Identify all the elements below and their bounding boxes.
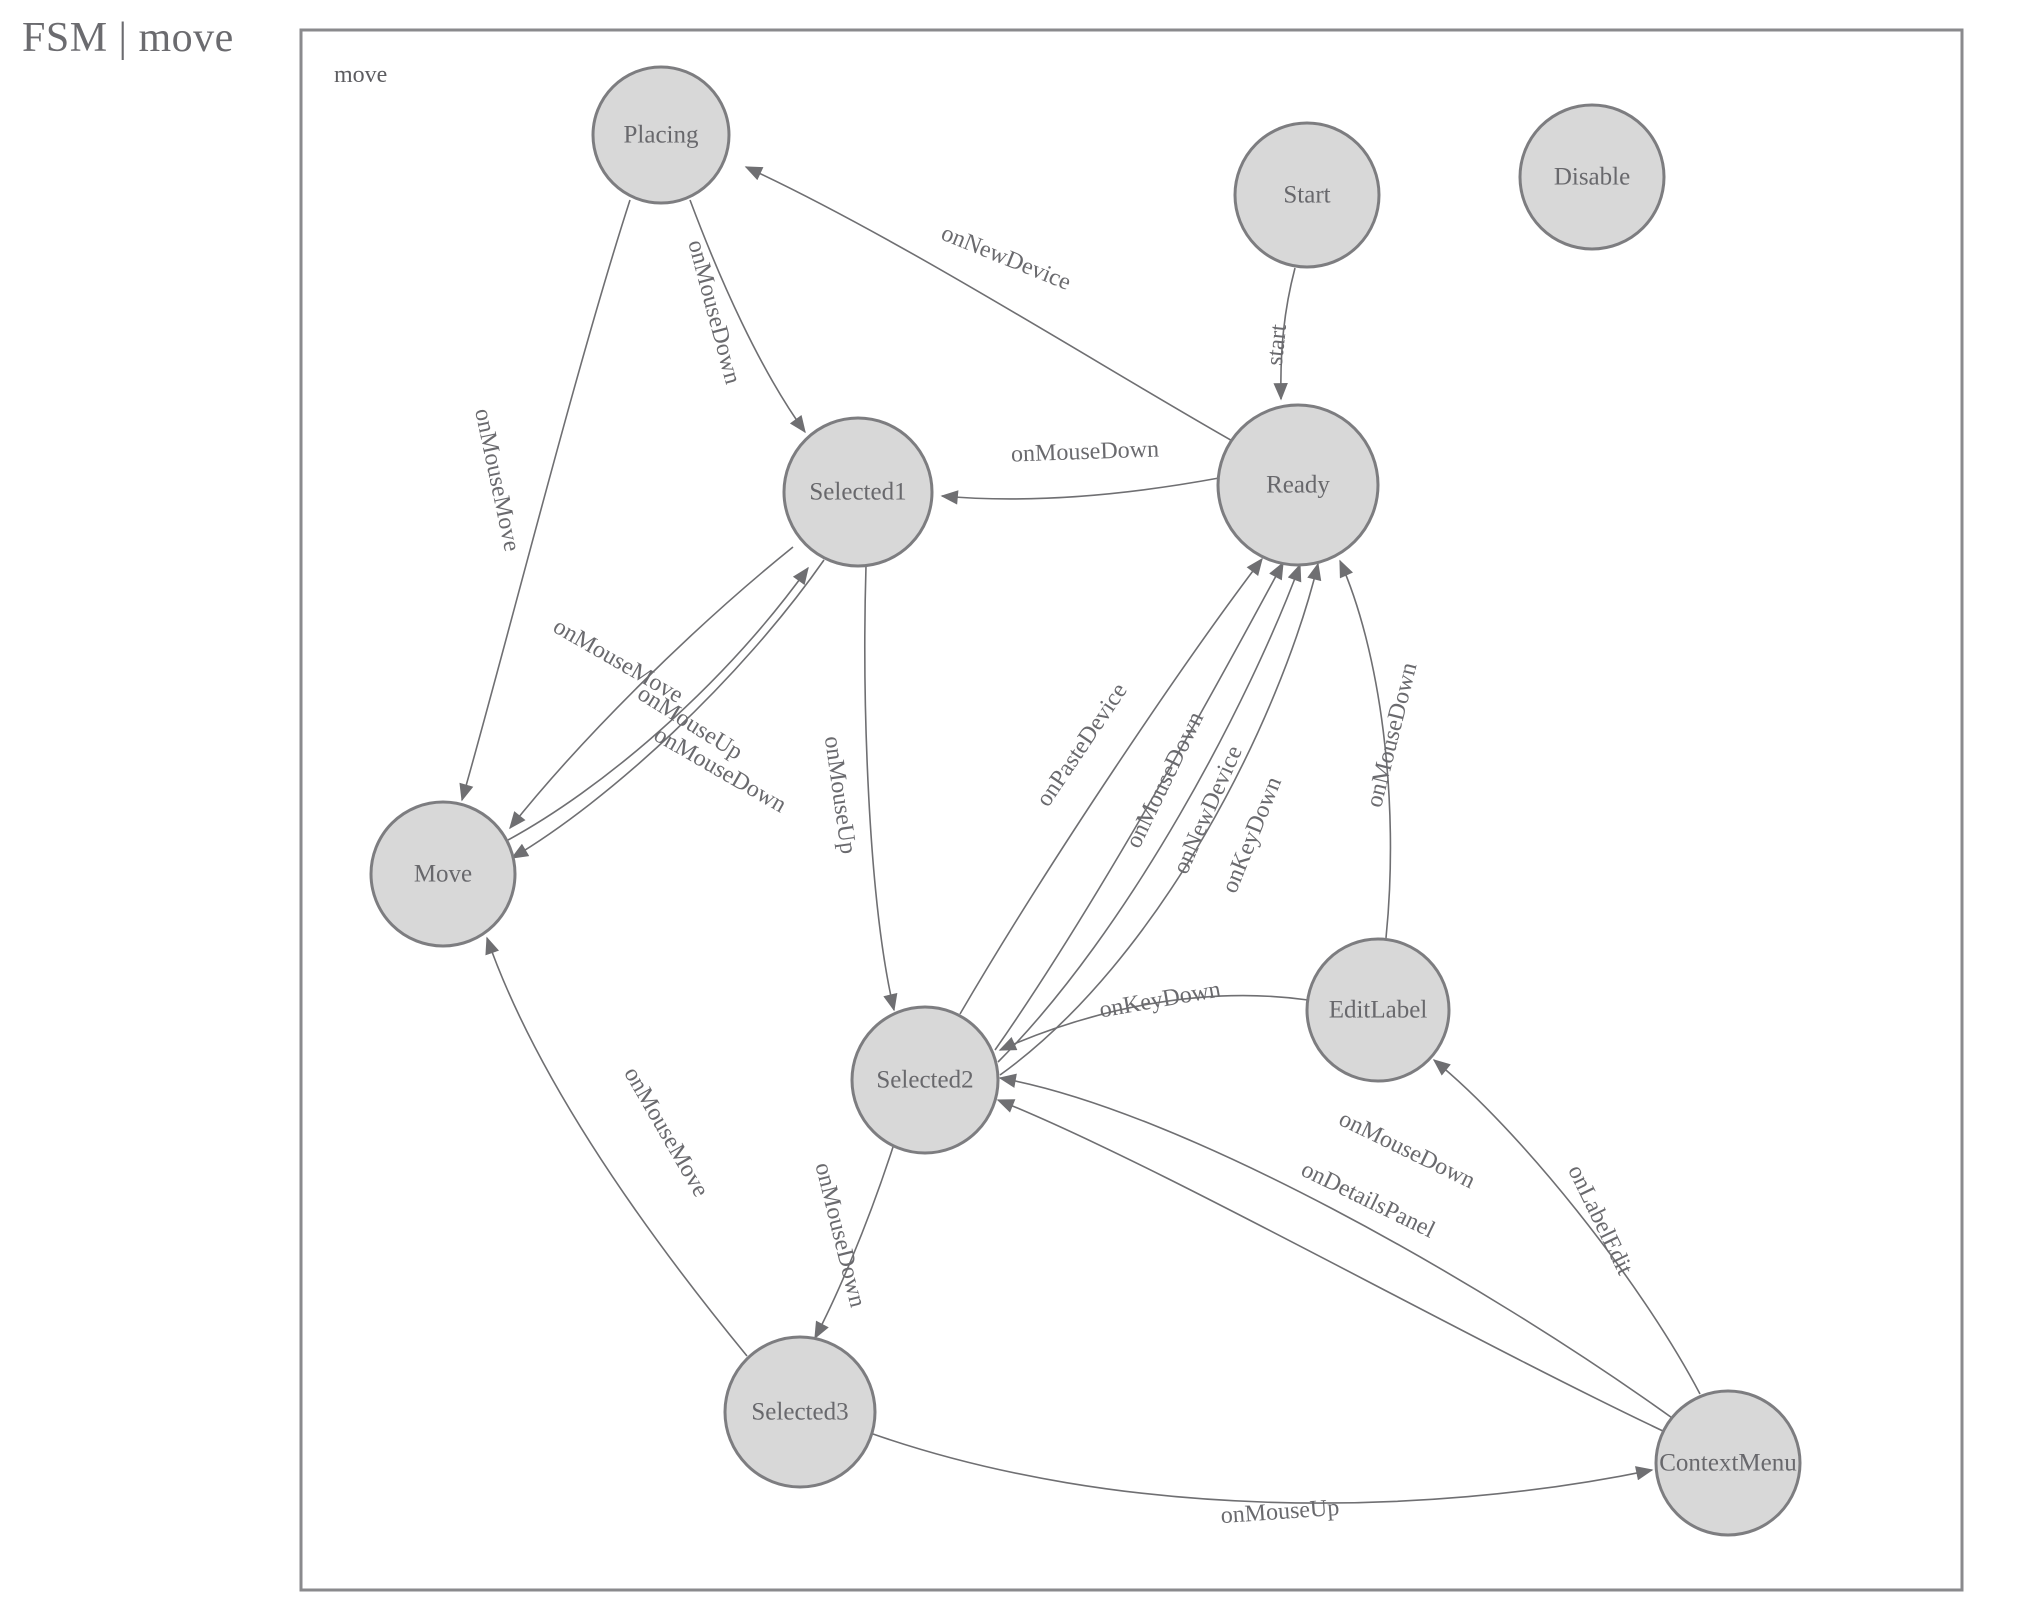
edge-label-onnewdevice: onNewDevice	[937, 220, 1074, 296]
state-node-selected2-label: Selected2	[876, 1067, 973, 1094]
edge-label-start: start	[1262, 323, 1292, 367]
state-node-start-label: Start	[1283, 182, 1330, 209]
edges-layer: start onNewDevice onMouseDown onMouseDow…	[459, 166, 1701, 1529]
edge-label-onkeydown-editlabel-selected2: onKeyDown	[1097, 977, 1222, 1024]
state-node-selected2[interactable]: Selected2	[850, 1005, 1000, 1155]
edge-label-onmouseup-selected1-selected2: onMouseUp	[819, 734, 861, 855]
state-node-contextmenu-label: ContextMenu	[1659, 1450, 1797, 1477]
diagram-container-border	[299, 28, 1964, 1592]
state-node-start[interactable]: Start	[1233, 121, 1381, 269]
state-node-placing[interactable]: Placing	[591, 65, 731, 205]
state-node-selected3-label: Selected3	[751, 1399, 848, 1426]
state-node-selected1[interactable]: Selected1	[782, 416, 934, 568]
edge-editlabel-to-ready: onMouseDown	[1339, 559, 1423, 939]
edge-label-onlabeledit: onLabelEdit	[1562, 1161, 1638, 1279]
edge-editlabel-to-selected2: onKeyDown	[998, 977, 1309, 1051]
edge-ready-to-placing: onNewDevice	[744, 166, 1237, 444]
edge-selected2-to-selected3: onMouseDown	[809, 1146, 894, 1340]
nodes-layer: Placing Start Disable Selected1 Ready Mo	[369, 65, 1802, 1537]
state-node-editlabel-label: EditLabel	[1329, 997, 1428, 1024]
edge-label-onpastedevice: onPasteDevice	[1031, 679, 1132, 812]
edge-contextmenu-to-selected2-detailspanel: onDetailsPanel	[996, 1099, 1666, 1433]
state-node-contextmenu[interactable]: ContextMenu	[1654, 1389, 1802, 1537]
edge-label-onmousedown-ready-selected1: onMouseDown	[1011, 436, 1160, 467]
state-node-ready[interactable]: Ready	[1216, 403, 1380, 567]
state-node-ready-label: Ready	[1266, 472, 1330, 499]
edge-placing-to-selected1: onMouseDown	[682, 199, 806, 434]
edge-ready-to-selected1: onMouseDown	[940, 436, 1220, 505]
edge-contextmenu-to-editlabel: onLabelEdit	[1432, 1059, 1701, 1395]
edge-label-onmouseup-selected3-contextmenu: onMouseUp	[1220, 1495, 1340, 1529]
edge-selected3-to-move: onMouseMove	[485, 936, 748, 1357]
state-node-editlabel[interactable]: EditLabel	[1305, 937, 1451, 1083]
state-node-move[interactable]: Move	[369, 800, 517, 948]
edge-selected1-to-selected2: onMouseUp	[819, 565, 898, 1012]
edge-label-onmousemove-placing: onMouseMove	[469, 406, 525, 554]
edge-label-onmousemove-selected3-move: onMouseMove	[618, 1063, 713, 1202]
state-node-disable[interactable]: Disable	[1518, 103, 1666, 251]
diagram-container-label: move	[334, 62, 387, 88]
state-node-selected1-label: Selected1	[809, 479, 906, 506]
edge-contextmenu-to-selected2-mousedown: onMouseDown	[998, 1073, 1676, 1421]
page-title: FSM | move	[22, 15, 234, 61]
state-node-move-label: Move	[414, 861, 472, 888]
state-node-selected3[interactable]: Selected3	[723, 1335, 877, 1489]
edge-selected3-to-contextmenu: onMouseUp	[872, 1433, 1654, 1529]
edge-selected2-to-ready-mousedown: onMouseDown	[994, 561, 1284, 1051]
state-node-disable-label: Disable	[1554, 164, 1630, 191]
state-node-placing-label: Placing	[624, 122, 699, 149]
edge-start-to-ready: start	[1262, 267, 1296, 401]
edge-placing-to-move: onMouseMove	[459, 199, 631, 802]
edge-label-onmousedown-editlabel-ready: onMouseDown	[1361, 660, 1422, 810]
